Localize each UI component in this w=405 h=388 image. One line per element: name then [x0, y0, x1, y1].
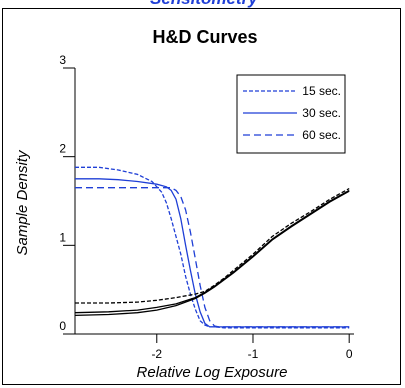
legend-label: 15 sec. [302, 84, 341, 98]
plot-lines [74, 166, 350, 329]
series-line-2 [75, 178, 350, 328]
legend: 15 sec. 30 sec. 60 sec. [236, 74, 346, 154]
series-line-4 [75, 188, 350, 304]
clipped-header: Sensitometry [0, 0, 405, 10]
x-tick-label: 0 [346, 347, 353, 361]
y-axis-label: Sample Density [14, 149, 31, 256]
series-line-3 [75, 187, 350, 328]
legend-box [236, 74, 346, 154]
y-tick-label: 1 [59, 230, 66, 244]
clipped-header-text: Sensitometry [150, 0, 258, 9]
y-tick-label: 0 [59, 319, 66, 333]
chart-title: H&D Curves [152, 27, 257, 47]
series-line-5 [74, 189, 350, 314]
x-tick-label: -1 [248, 347, 259, 361]
tick-labels: 0 1 2 3 -2 -1 0 [59, 53, 353, 361]
legend-label: 60 sec. [302, 128, 341, 142]
y-tick-label: 2 [59, 142, 66, 156]
plot-axes [74, 68, 354, 335]
series-line-1 [75, 166, 350, 329]
y-tick-label: 3 [59, 53, 66, 67]
x-axis-label: Relative Log Exposure [137, 364, 288, 381]
legend-label: 30 sec. [302, 106, 341, 120]
x-tick-label: -2 [151, 347, 162, 361]
series-line-6 [74, 190, 350, 317]
